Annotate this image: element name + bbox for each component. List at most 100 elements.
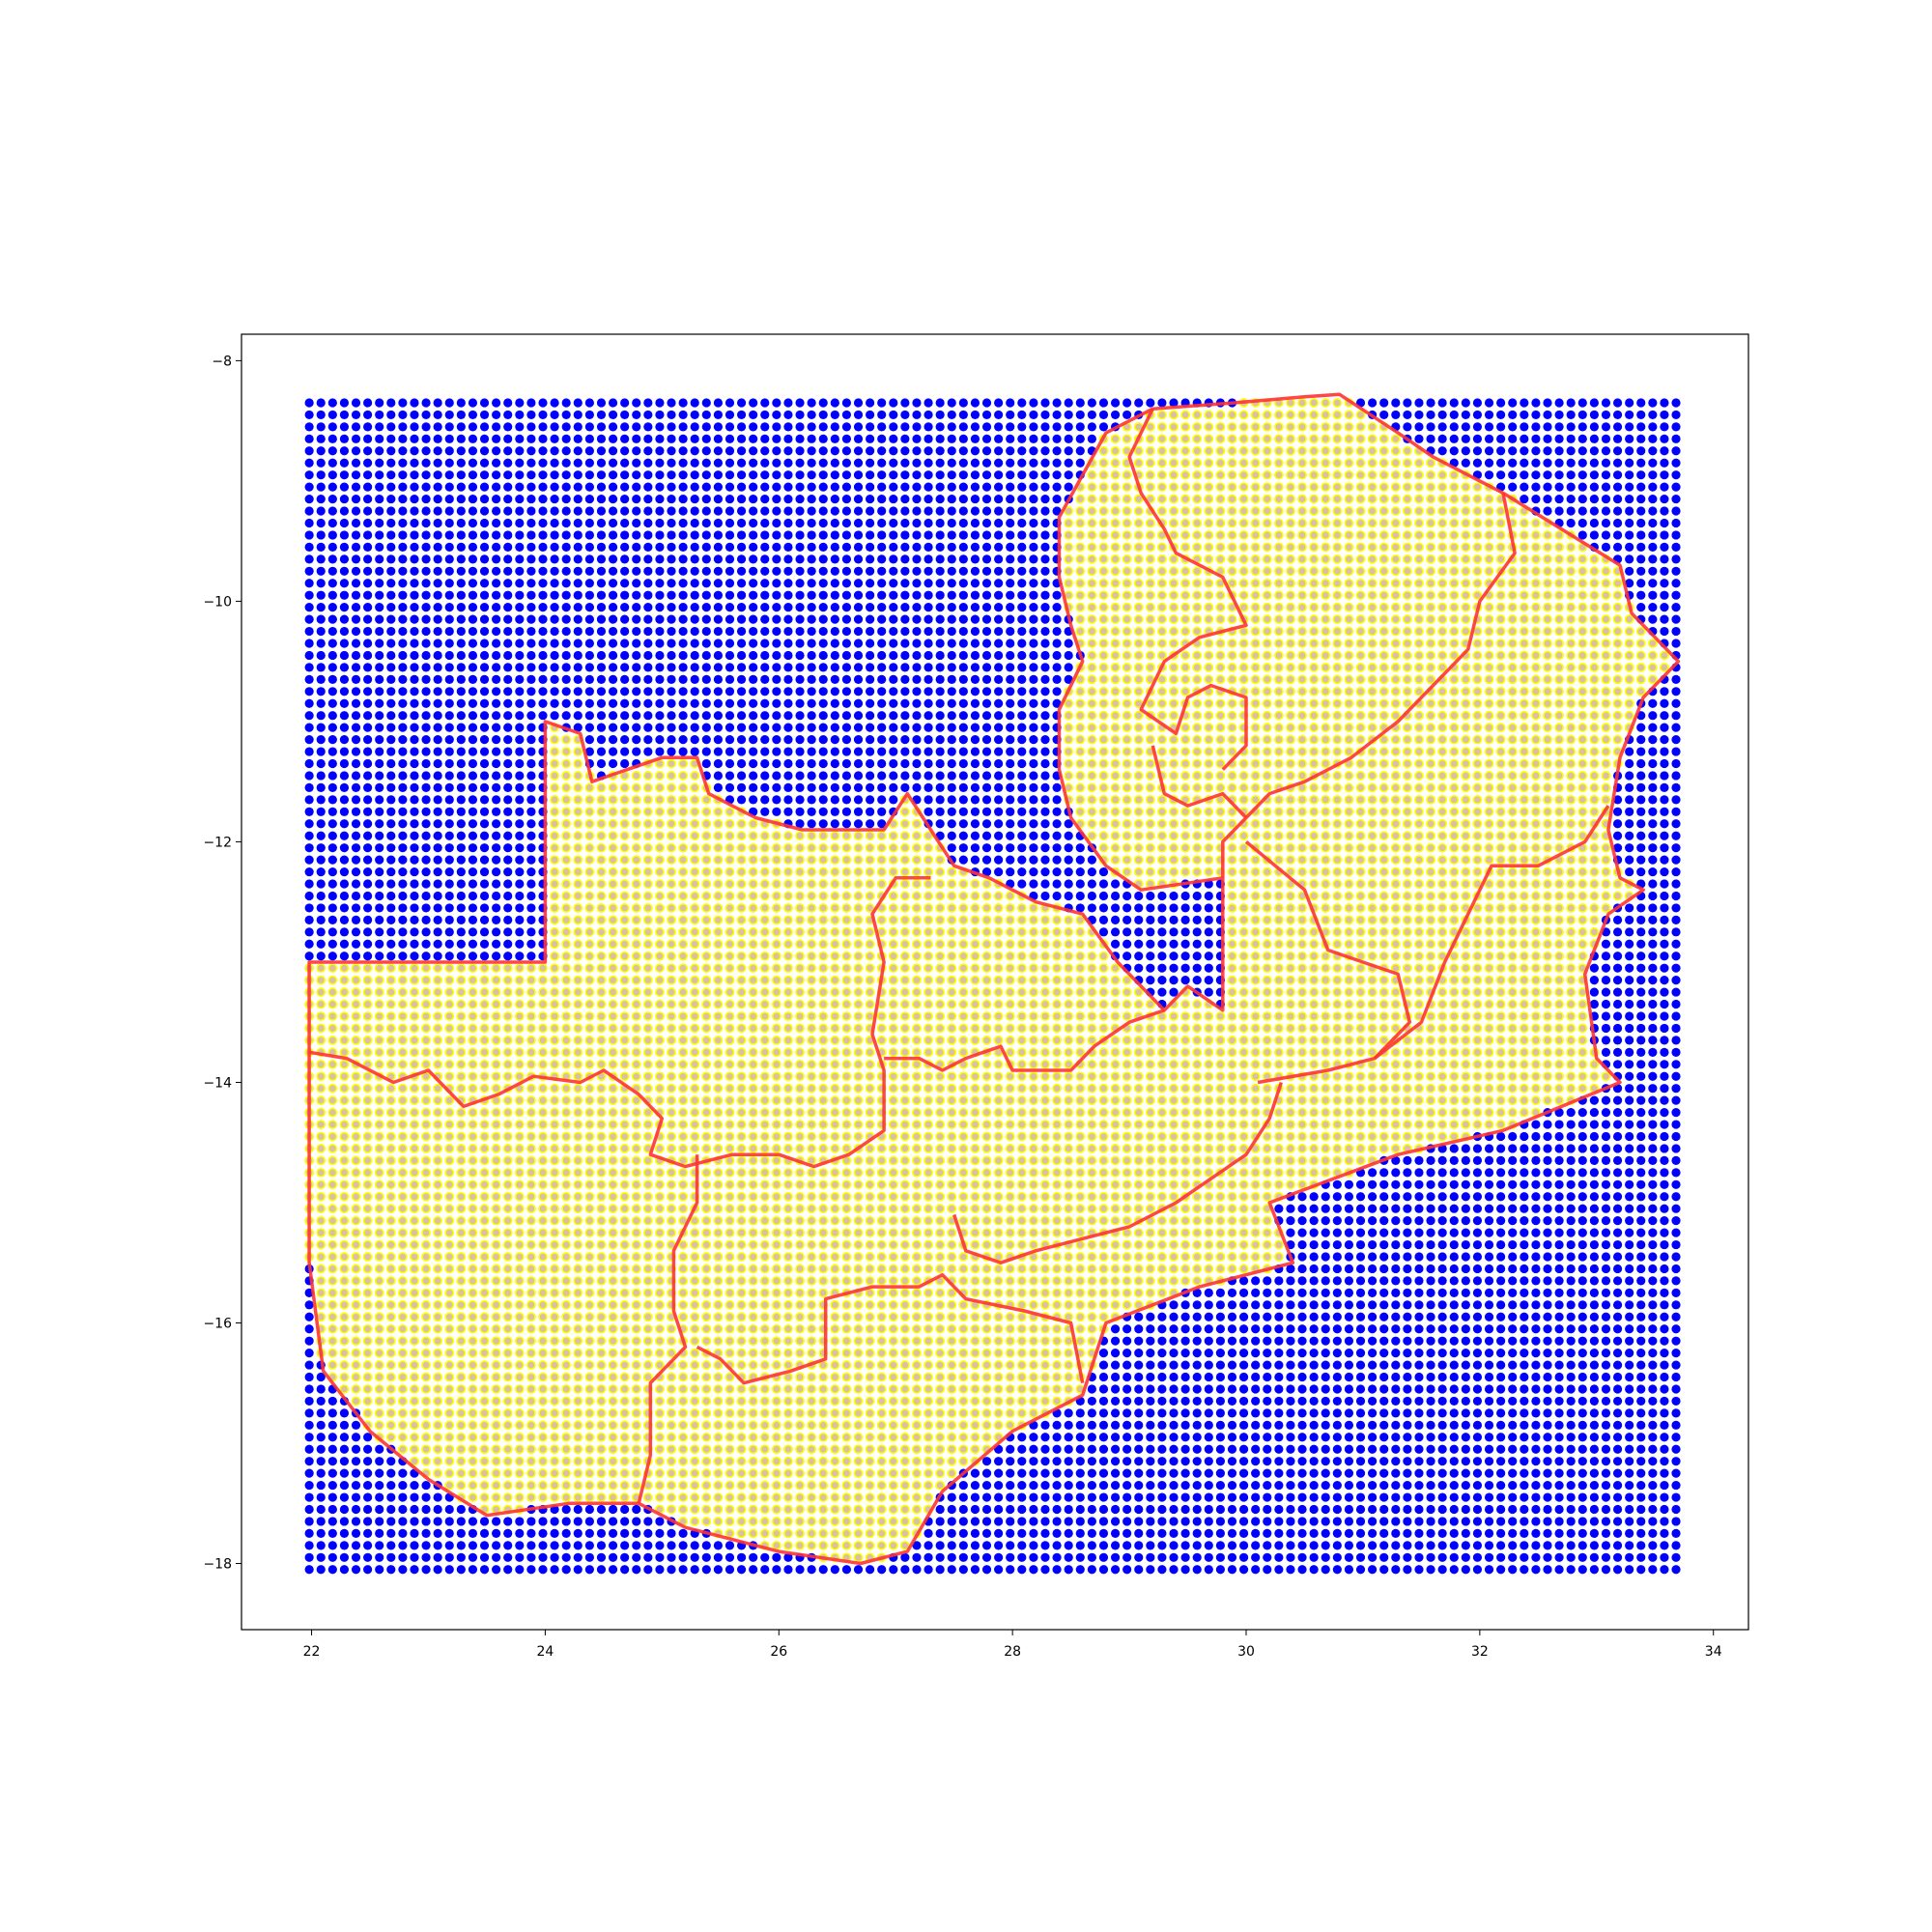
- grid-point: [410, 879, 419, 889]
- grid-point: [444, 735, 454, 745]
- grid-point: [1169, 1433, 1179, 1442]
- grid-point: [1321, 1433, 1330, 1442]
- grid-point: [410, 831, 419, 840]
- grid-point: [363, 494, 373, 504]
- grid-point: [947, 434, 956, 443]
- grid-point: [1660, 1155, 1669, 1165]
- grid-point: [1227, 1420, 1237, 1430]
- grid-point: [1040, 410, 1050, 420]
- grid-point: [1204, 1300, 1213, 1310]
- grid-point: [1554, 1168, 1564, 1178]
- grid-point: [947, 1541, 956, 1550]
- grid-point: [912, 518, 922, 528]
- grid-point: [1660, 1324, 1669, 1334]
- grid-point: [1648, 976, 1658, 985]
- grid-point: [1472, 410, 1483, 420]
- grid-point: [1204, 987, 1213, 997]
- grid-point: [1612, 1095, 1623, 1105]
- grid-point: [1484, 1336, 1494, 1346]
- grid-point: [515, 530, 525, 540]
- grid-point: [1075, 434, 1085, 443]
- grid-point: [1660, 747, 1669, 756]
- grid-point: [877, 698, 887, 708]
- grid-point: [1612, 1108, 1623, 1118]
- grid-point: [316, 1420, 326, 1430]
- grid-point: [573, 494, 582, 504]
- grid-point: [1006, 1492, 1015, 1502]
- grid-point: [620, 687, 630, 696]
- grid-point: [573, 626, 582, 637]
- grid-point: [1040, 494, 1050, 504]
- grid-point: [935, 626, 945, 637]
- grid-point: [1589, 1349, 1599, 1358]
- grid-point: [339, 1457, 350, 1466]
- grid-point: [596, 518, 607, 528]
- grid-point: [958, 758, 968, 769]
- grid-point: [1589, 1204, 1599, 1213]
- grid-point: [1437, 1179, 1447, 1189]
- grid-point: [1017, 1468, 1027, 1478]
- grid-point: [667, 579, 676, 588]
- grid-point: [503, 470, 513, 480]
- grid-point: [444, 723, 454, 732]
- grid-point: [1636, 1108, 1646, 1118]
- grid-point: [327, 410, 337, 420]
- grid-point: [1355, 1288, 1366, 1297]
- grid-point: [1321, 1204, 1330, 1213]
- grid-point: [1064, 422, 1073, 432]
- grid-point: [1589, 482, 1599, 492]
- grid-point: [1251, 1433, 1261, 1442]
- grid-point: [1029, 819, 1038, 829]
- grid-point: [667, 434, 676, 443]
- grid-point: [363, 639, 373, 648]
- grid-point: [841, 579, 852, 588]
- grid-point: [596, 614, 607, 624]
- grid-point: [1520, 1504, 1529, 1515]
- grid-point: [749, 482, 758, 492]
- grid-point: [1075, 867, 1085, 877]
- grid-point: [1040, 663, 1050, 672]
- grid-point: [981, 482, 992, 492]
- grid-point: [1671, 470, 1681, 480]
- grid-point: [1601, 987, 1611, 997]
- grid-point: [1321, 1252, 1330, 1262]
- grid-point: [608, 639, 618, 648]
- grid-point: [958, 663, 968, 672]
- grid-point: [608, 482, 618, 492]
- grid-point: [1520, 1155, 1529, 1165]
- grid-point: [398, 1541, 408, 1550]
- grid-point: [1064, 482, 1073, 492]
- grid-point: [912, 711, 922, 721]
- grid-point: [550, 494, 559, 504]
- grid-point: [327, 1444, 337, 1454]
- grid-point: [818, 747, 828, 756]
- grid-point: [1227, 1468, 1237, 1478]
- grid-point: [841, 687, 852, 696]
- grid-point: [970, 554, 980, 564]
- grid-point: [1508, 1312, 1518, 1321]
- grid-point: [1286, 1517, 1295, 1526]
- grid-point: [1566, 1120, 1576, 1129]
- grid-point: [1484, 1239, 1494, 1250]
- grid-point: [1625, 1517, 1634, 1526]
- grid-point: [1017, 1517, 1027, 1526]
- grid-point: [479, 939, 490, 949]
- grid-point: [421, 1517, 431, 1526]
- grid-point: [1355, 1517, 1366, 1526]
- grid-point: [1648, 1120, 1658, 1129]
- grid-point: [1648, 843, 1658, 853]
- grid-point: [1660, 1036, 1669, 1045]
- grid-point: [1017, 590, 1027, 600]
- grid-point: [327, 530, 337, 540]
- grid-point: [386, 590, 396, 600]
- grid-point: [1379, 1336, 1389, 1346]
- grid-point: [724, 698, 735, 708]
- grid-point: [363, 1528, 373, 1538]
- grid-point: [1110, 1528, 1121, 1538]
- grid-point: [866, 518, 875, 528]
- grid-point: [1625, 903, 1634, 913]
- grid-point: [970, 807, 980, 816]
- grid-point: [1449, 1349, 1459, 1358]
- grid-point: [1134, 1372, 1144, 1382]
- grid-point: [1332, 1324, 1342, 1334]
